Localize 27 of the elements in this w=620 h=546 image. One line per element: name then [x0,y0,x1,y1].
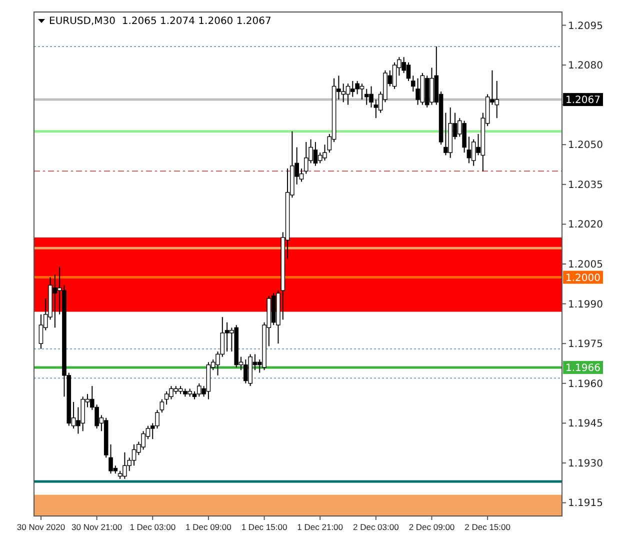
y-tick-label: 1.2080 [568,60,603,72]
x-tick-label: 2 Dec 09:00 [408,522,455,532]
ref-line-label: 1.1966 [566,362,600,374]
x-tick-label: 30 Nov 2020 [16,522,66,532]
ref-line-label: 1.2067 [566,95,600,106]
y-tick-label: 1.2035 [568,180,603,191]
x-tick-label: 1 Dec 09:00 [186,522,232,532]
y-tick-label: 1.1990 [568,299,603,310]
chart-title: EURUSD,M30 1.2065 1.2074 1.2060 1.2067 [49,16,272,27]
x-tick-label: 1 Dec 21:00 [297,522,344,532]
y-tick-label: 1.2020 [568,220,603,231]
x-tick-label: 2 Dec 03:00 [353,522,400,532]
x-tick-label: 1 Dec 03:00 [130,522,176,532]
x-tick-label: 2 Dec 15:00 [464,522,511,532]
candlestick [160,398,164,414]
y-tick-label: 1.1960 [568,378,603,390]
x-tick-label: 1 Dec 15:00 [241,522,288,532]
x-tick-label: 30 Nov 21:00 [72,522,122,532]
y-tick-label: 1.1930 [568,458,603,470]
y-tick-label: 1.2095 [568,20,603,32]
y-tick-label: 1.2050 [568,140,603,152]
y-tick-label: 1.1915 [568,498,603,510]
y-tick-label: 1.1975 [568,339,603,350]
y-tick-label: 1.1945 [568,418,603,430]
y-tick-label: 1.2005 [568,260,603,270]
ref-line-label: 1.2000 [566,272,600,284]
candlestick [410,75,416,92]
